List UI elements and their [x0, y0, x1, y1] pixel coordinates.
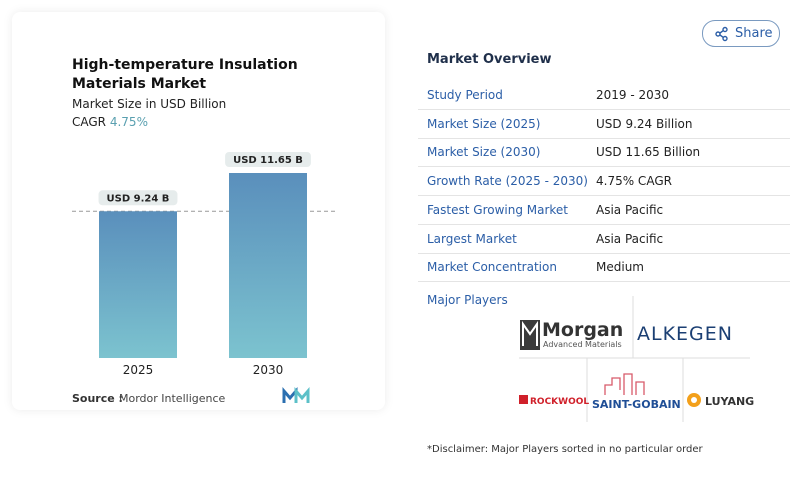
row-label: Largest Market: [427, 231, 517, 246]
row-value: USD 11.65 Billion: [596, 145, 701, 160]
x-tick-label: 2025: [123, 363, 154, 377]
row-label: Market Concentration: [427, 260, 557, 275]
overview-row: Market Size (2030) USD 11.65 Billion: [418, 138, 790, 168]
x-tick-label: 2030: [253, 363, 284, 377]
bar: [229, 173, 307, 358]
overview-row: Market Concentration Medium: [418, 253, 790, 283]
value-label: USD 11.65 B: [233, 155, 303, 166]
saint-gobain: SAINT-GOBAIN: [592, 398, 681, 411]
row-value: 4.75% CAGR: [596, 174, 672, 189]
row-value: Asia Pacific: [596, 202, 664, 217]
row-label: Study Period: [427, 88, 503, 102]
overview-row: Market Size (2025) USD 9.24 Billion: [418, 110, 790, 139]
luyang: LUYANG: [705, 395, 754, 408]
morgan-sub: Advanced Materials: [543, 340, 622, 349]
cagr: CAGR 4.75%: [72, 115, 148, 129]
value-label: USD 9.24 B: [107, 193, 170, 204]
cagr-value: 4.75%: [109, 115, 148, 129]
share-icon: [715, 26, 728, 42]
bar: [99, 211, 177, 358]
row-value: USD 9.24 Billion: [596, 116, 693, 131]
value-label-bg: [98, 190, 178, 206]
source-label: Source :: [72, 392, 123, 405]
morgan: Morgan: [542, 319, 623, 341]
overview-row: Study Period 2019 - 2030: [418, 81, 790, 110]
alkegen: ALKEGEN: [637, 323, 733, 345]
source: Mordor Intelligence: [119, 392, 226, 405]
rockwool: ROCKWOOL: [530, 397, 589, 407]
row-value: Asia Pacific: [596, 231, 664, 246]
row-label: Market Size (2030): [427, 145, 541, 160]
logo: [282, 386, 310, 403]
chart: Source : Mordor Intelligence USD 9.24 B 2…: [72, 152, 337, 405]
chart-subtitle: Market Size in USD Billion: [72, 97, 227, 111]
row-label: Growth Rate (2025 - 2030): [427, 174, 588, 189]
disclaimer: *Disclaimer: Major Players sorted in no …: [427, 444, 703, 455]
chart-title: High-temperature Insulation Materials Ma…: [72, 57, 298, 92]
row-label: Market Size (2025): [427, 116, 541, 131]
overview-title: Market Overview: [427, 52, 552, 67]
value-label-bg: [225, 152, 311, 167]
share-text: Share: [735, 26, 773, 41]
overview-row: Fastest Growing Market Asia Pacific: [418, 196, 790, 225]
share-button[interactable]: Share: [702, 20, 780, 47]
overview-row: Largest Market Asia Pacific: [418, 225, 790, 254]
overview-row: Growth Rate (2025 - 2030) 4.75% CAGR: [418, 167, 790, 197]
row-value: 2019 - 2030: [596, 88, 670, 102]
row-label: Fastest Growing Market: [427, 202, 569, 217]
players-title: Major Players: [427, 293, 508, 307]
row-value: Medium: [596, 260, 644, 275]
cagr-label: CAGR: [72, 115, 107, 129]
